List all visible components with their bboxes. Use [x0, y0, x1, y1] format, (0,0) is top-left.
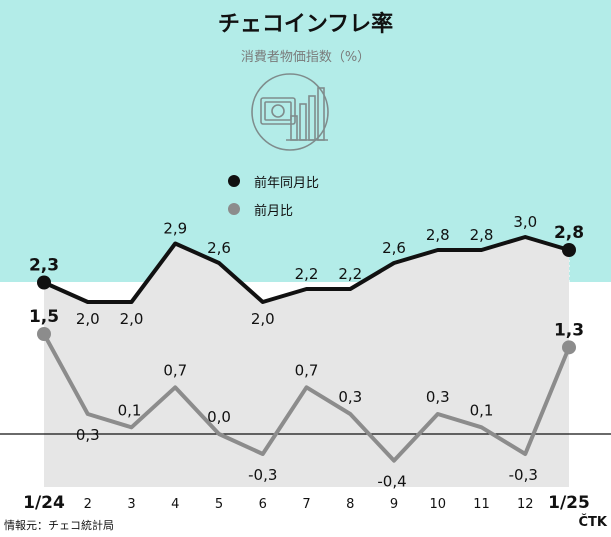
mom-point: [562, 340, 576, 355]
x-tick-label: 4: [171, 497, 179, 512]
top-background: [0, 0, 611, 282]
mom-data-label: 0,1: [118, 401, 142, 419]
chart-subtitle: 消費者物価指数（%）: [240, 50, 371, 65]
yoy-data-label: 2,0: [251, 310, 275, 328]
x-tick-label: 10: [429, 497, 446, 512]
x-tick-label: 8: [346, 497, 354, 512]
x-tick-label: 12: [517, 497, 534, 512]
yoy-data-label: 2,8: [554, 223, 584, 243]
x-tick-label: 11: [473, 497, 490, 512]
mom-data-label: 0,3: [76, 426, 100, 444]
mom-data-label: 1,5: [29, 307, 59, 327]
yoy-data-label: 2,8: [470, 226, 494, 244]
mom-point: [37, 326, 51, 341]
yoy-data-label: 2,6: [207, 239, 231, 257]
legend-item-yoy: 前年同月比: [228, 171, 319, 191]
source-note: 情報元：チェコ統計局: [4, 519, 114, 532]
legend-item-mom: 前月比: [228, 199, 293, 219]
mom-data-label: -0,4: [377, 473, 406, 491]
yoy-data-label: 2,6: [382, 239, 406, 257]
mom-data-label: 0,1: [470, 401, 494, 419]
yoy-data-label: 2,2: [338, 265, 362, 283]
legend-swatch-mom: [228, 203, 240, 215]
x-tick-label: 1/25: [548, 493, 590, 513]
yoy-point: [37, 275, 51, 290]
mom-data-label: 0,7: [295, 361, 319, 379]
mom-data-label: 0,0: [207, 408, 231, 426]
x-tick-label: 5: [215, 497, 223, 512]
yoy-series-line: [43, 235, 570, 304]
yoy-data-label: 2,8: [426, 226, 450, 244]
yoy-point: [562, 243, 576, 257]
x-tick-label: 6: [259, 497, 267, 512]
mom-data-label: 0,7: [163, 361, 187, 379]
agency-credit: ČTK: [578, 515, 607, 530]
mom-series-line: [42, 333, 571, 463]
mom-data-label: 0,3: [338, 388, 362, 406]
mom-data-label: -0,3: [509, 466, 538, 484]
chart-fill-area: [44, 237, 569, 487]
legend-label-mom: 前月比: [254, 203, 294, 219]
x-tick-label: 2: [84, 497, 92, 512]
legend-label-yoy: 前年同月比: [254, 175, 320, 191]
cpi-icon: [251, 73, 329, 151]
mom-data-label: 1,3: [554, 320, 584, 340]
mom-data-label: 0,3: [426, 388, 450, 406]
yoy-data-label: 2,3: [29, 256, 59, 276]
x-tick-label: 1/24: [23, 493, 65, 513]
yoy-data-label: 2,0: [120, 310, 144, 328]
x-tick-label: 9: [390, 497, 398, 512]
yoy-data-label: 2,0: [76, 310, 100, 328]
x-tick-label: 7: [302, 497, 310, 512]
chart-title: チェコインフレ率: [217, 12, 394, 37]
legend-swatch-yoy: [228, 175, 240, 187]
yoy-data-label: 2,2: [295, 265, 319, 283]
yoy-data-label: 3,0: [513, 213, 537, 231]
mom-data-label: -0,3: [248, 466, 277, 484]
x-tick-label: 3: [127, 497, 135, 512]
yoy-data-label: 2,9: [163, 220, 187, 238]
